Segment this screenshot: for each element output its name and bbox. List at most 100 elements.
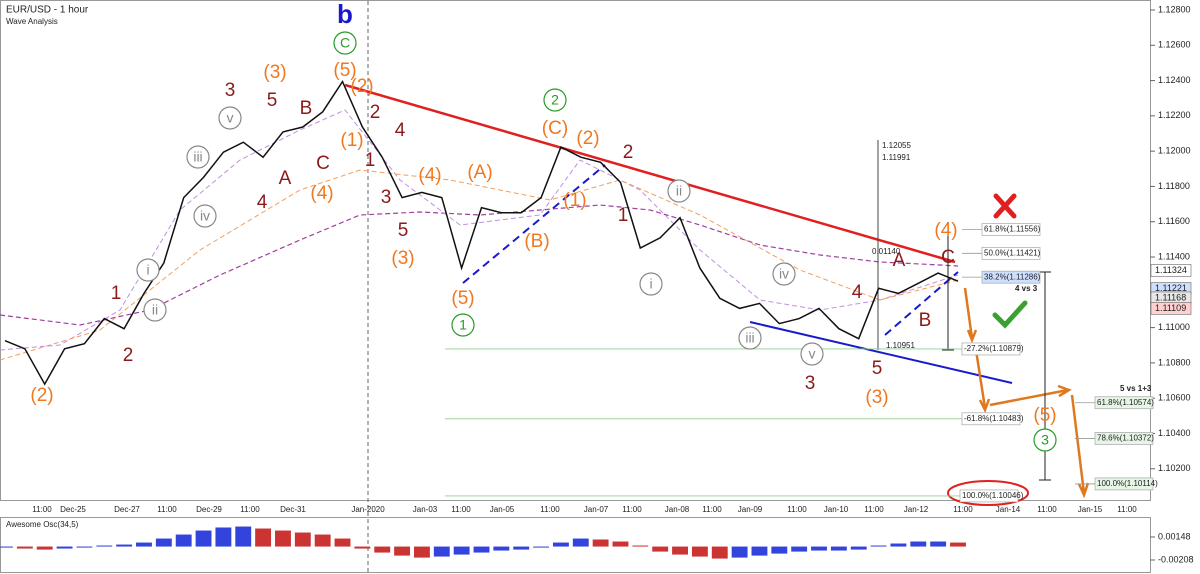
y-tick-label: 1.10400 xyxy=(1158,428,1191,438)
y-tick-label: 1.12000 xyxy=(1158,146,1191,156)
wave-label: b xyxy=(337,0,353,29)
x-tick-label: 11:00 xyxy=(953,505,973,514)
osc-bar xyxy=(413,546,430,558)
wave-label: 5 xyxy=(872,358,883,379)
label-ring xyxy=(772,262,796,286)
x-tick-label: 11:00 xyxy=(240,505,260,514)
wave-label: 1 xyxy=(111,283,122,304)
x-tick-label: Dec-31 xyxy=(280,505,306,514)
osc-bar xyxy=(136,542,152,547)
osc-bar xyxy=(791,546,808,552)
osc-panel-frame xyxy=(0,517,1151,573)
x-tick-label: Jan-07 xyxy=(584,505,609,514)
x-tick-label: Dec-29 xyxy=(196,505,222,514)
osc-bar xyxy=(374,546,391,553)
osc-bar xyxy=(652,546,669,552)
x-tick-label: Jan-15 xyxy=(1078,505,1103,514)
y-tick-label: 1.11600 xyxy=(1158,216,1190,226)
osc-bar xyxy=(910,541,927,547)
osc-bar xyxy=(711,546,728,559)
note: 1.10951 xyxy=(886,341,915,350)
wave-label: (C) xyxy=(542,118,568,139)
x-tick-label: Jan-2020 xyxy=(351,505,385,514)
note: 1.12055 xyxy=(882,141,911,150)
label-ring xyxy=(136,258,160,282)
wave-label: C xyxy=(316,153,330,174)
level-label: 50.0%(1.11421) xyxy=(984,248,1041,257)
price-line xyxy=(4,80,959,386)
x-tick-label: Jan-14 xyxy=(996,505,1021,514)
x-tick-label: 11:00 xyxy=(157,505,177,514)
label-ring xyxy=(333,31,357,55)
wave-label: iv xyxy=(779,266,789,282)
wave-label: C xyxy=(340,35,350,51)
level-box xyxy=(981,270,1041,284)
wave-label: v xyxy=(809,346,816,362)
osc-bar xyxy=(195,530,212,547)
level-box xyxy=(959,489,1019,503)
osc-bar xyxy=(16,546,33,549)
trend-line xyxy=(344,83,956,264)
osc-bar xyxy=(36,546,53,550)
wave-label: A xyxy=(893,250,906,271)
wave-label: 2 xyxy=(551,92,559,108)
note: 4 vs 3 xyxy=(1015,284,1038,293)
wave-label: i xyxy=(649,276,652,292)
channel-line xyxy=(884,271,959,336)
level-label: 61.8%(1.10574) xyxy=(1097,398,1154,407)
price-box xyxy=(1150,264,1192,277)
highlight-ellipse xyxy=(947,480,1029,506)
level-label: -27.2%(1.10879) xyxy=(964,344,1024,353)
label-ring xyxy=(186,145,210,169)
osc-bar xyxy=(632,545,649,547)
osc-bar xyxy=(175,534,192,547)
price-box xyxy=(1150,302,1192,315)
level-box xyxy=(961,412,1021,426)
y-tick-label: 0.00148 xyxy=(1158,531,1191,541)
wave-label: 3 xyxy=(1041,432,1049,448)
osc-bar xyxy=(354,546,371,549)
level-label: 100.0%(1.10046) xyxy=(962,491,1024,500)
y-tick-label: 1.11400 xyxy=(1158,251,1190,261)
wave-label: (4) xyxy=(934,220,957,241)
osc-bar xyxy=(890,543,907,547)
wave-label: 4 xyxy=(257,192,268,213)
wave-label: ii xyxy=(676,183,682,199)
osc-bar xyxy=(870,545,887,547)
osc-bar xyxy=(394,546,411,556)
wave-label: (2) xyxy=(576,128,599,149)
price-panel-frame xyxy=(0,0,1151,501)
osc-bar xyxy=(255,528,272,547)
wave-label: 5 xyxy=(398,220,409,241)
label-ring xyxy=(1033,428,1057,452)
moving-average xyxy=(0,169,959,361)
wave-label: (5) xyxy=(333,60,356,81)
x-tick-label: 11:00 xyxy=(702,505,722,514)
y-tick-label: 1.11000 xyxy=(1158,322,1190,332)
wave-label: i xyxy=(146,262,149,278)
invalid-mark xyxy=(993,193,1017,219)
wave-label: 2 xyxy=(370,102,381,123)
x-tick-label: 11:00 xyxy=(864,505,884,514)
wave-label: (2) xyxy=(350,76,373,97)
level-label: 61.8%(1.11556) xyxy=(984,225,1041,234)
wave-label: (4) xyxy=(310,183,333,204)
label-ring xyxy=(218,106,242,130)
wave-label: 1 xyxy=(618,205,629,226)
osc-bar xyxy=(830,546,847,551)
price-box-label: 1.11168 xyxy=(1155,292,1186,302)
osc-bar xyxy=(672,546,688,555)
valid-mark xyxy=(992,300,1028,329)
osc-bar xyxy=(235,526,252,547)
chart-title: EUR/USD - 1 hour xyxy=(6,5,89,16)
moving-average xyxy=(0,204,959,326)
wave-label: 3 xyxy=(805,373,816,394)
label-ring xyxy=(639,272,663,296)
x-tick-label: 11:00 xyxy=(1037,505,1057,514)
osc-bar xyxy=(0,546,13,548)
x-tick-label: Jan-10 xyxy=(824,505,849,514)
wave-label: (3) xyxy=(391,248,414,269)
y-tick-label: -0.00208 xyxy=(1158,554,1194,564)
